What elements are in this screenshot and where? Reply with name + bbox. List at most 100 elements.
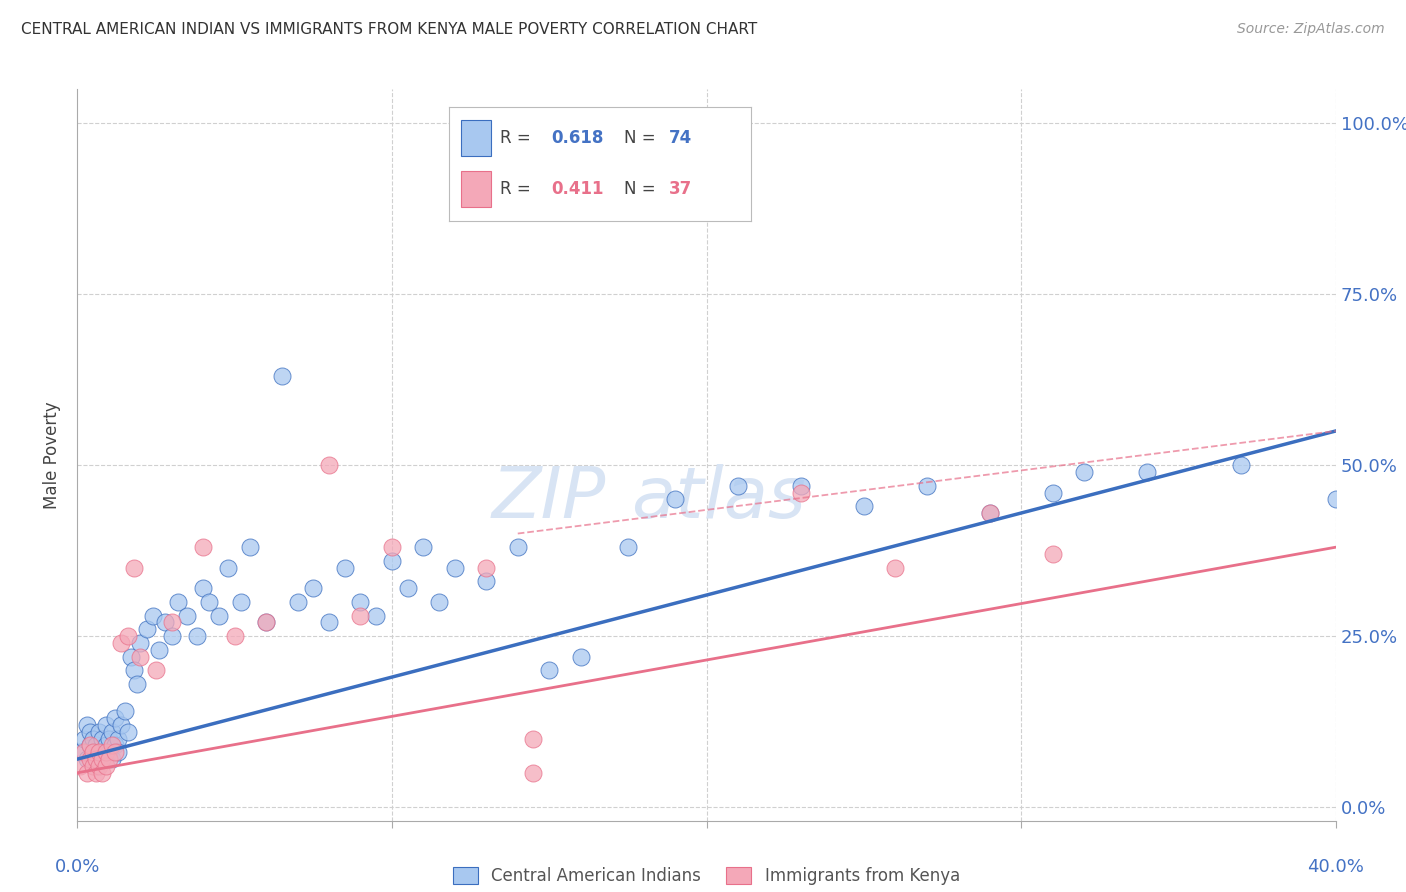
Point — [69, 759, 91, 773]
Point — [148, 642, 170, 657]
Point — [538, 663, 561, 677]
Point — [94, 718, 117, 732]
Point — [82, 731, 104, 746]
Point — [107, 745, 129, 759]
Point — [270, 369, 292, 384]
Point — [76, 765, 98, 780]
Point — [84, 765, 107, 780]
Point — [366, 608, 388, 623]
Point — [349, 608, 371, 623]
Point — [217, 560, 239, 574]
Point — [142, 608, 165, 623]
Point — [287, 595, 309, 609]
Point — [145, 663, 167, 677]
Point — [91, 752, 114, 766]
Point — [79, 724, 101, 739]
Point — [117, 724, 139, 739]
Point — [127, 677, 149, 691]
Point — [349, 595, 371, 609]
Point — [790, 485, 813, 500]
Text: 0.0%: 0.0% — [55, 858, 100, 876]
Point — [110, 636, 132, 650]
Point — [396, 581, 419, 595]
Point — [82, 745, 104, 759]
Point — [852, 499, 875, 513]
Point — [72, 745, 94, 759]
Point — [522, 731, 544, 746]
Point — [1230, 458, 1253, 472]
Point — [664, 492, 686, 507]
Point — [254, 615, 277, 630]
Point — [117, 629, 139, 643]
Point — [72, 731, 94, 746]
Point — [186, 629, 208, 643]
Point — [522, 765, 544, 780]
Point — [120, 649, 142, 664]
Point — [1042, 485, 1064, 500]
Point — [176, 608, 198, 623]
Point — [381, 540, 404, 554]
Point — [254, 615, 277, 630]
Point — [107, 731, 129, 746]
Point — [1073, 465, 1095, 479]
Point — [79, 739, 101, 753]
Point — [160, 629, 183, 643]
Text: 40.0%: 40.0% — [1308, 858, 1364, 876]
Point — [101, 752, 124, 766]
Point — [884, 560, 907, 574]
Point — [94, 745, 117, 759]
Point — [444, 560, 467, 574]
Point — [1042, 547, 1064, 561]
Point — [167, 595, 190, 609]
Point — [129, 649, 152, 664]
Point — [915, 478, 938, 492]
Point — [160, 615, 183, 630]
Point — [727, 478, 749, 492]
Point — [84, 739, 107, 753]
Text: Source: ZipAtlas.com: Source: ZipAtlas.com — [1237, 22, 1385, 37]
Point — [569, 649, 592, 664]
Point — [91, 765, 114, 780]
Point — [104, 711, 127, 725]
Point — [91, 752, 114, 766]
Point — [110, 718, 132, 732]
Point — [101, 724, 124, 739]
Point — [97, 752, 120, 766]
Text: ZIP: ZIP — [492, 465, 606, 533]
Point — [191, 540, 215, 554]
Y-axis label: Male Poverty: Male Poverty — [44, 401, 62, 508]
Point — [129, 636, 152, 650]
Point — [318, 615, 340, 630]
Point — [790, 478, 813, 492]
Point — [84, 759, 107, 773]
Point — [82, 745, 104, 759]
Point — [89, 745, 111, 759]
Point — [79, 739, 101, 753]
Point — [97, 731, 120, 746]
Point — [94, 739, 117, 753]
Point — [97, 745, 120, 759]
Point — [381, 554, 404, 568]
Point — [104, 739, 127, 753]
Point — [122, 560, 145, 574]
Point — [82, 759, 104, 773]
Legend: Central American Indians, Immigrants from Kenya: Central American Indians, Immigrants fro… — [453, 867, 960, 886]
Point — [91, 731, 114, 746]
Point — [94, 759, 117, 773]
Point — [198, 595, 221, 609]
Point — [122, 663, 145, 677]
Text: atlas: atlas — [631, 465, 806, 533]
Point — [69, 745, 91, 759]
Point — [224, 629, 246, 643]
Point — [302, 581, 325, 595]
Point — [76, 752, 98, 766]
Point — [979, 506, 1001, 520]
Point — [412, 540, 434, 554]
Point — [1136, 465, 1159, 479]
Point — [114, 704, 136, 718]
Point — [89, 745, 111, 759]
Point — [191, 581, 215, 595]
Point — [979, 506, 1001, 520]
Text: CENTRAL AMERICAN INDIAN VS IMMIGRANTS FROM KENYA MALE POVERTY CORRELATION CHART: CENTRAL AMERICAN INDIAN VS IMMIGRANTS FR… — [21, 22, 758, 37]
Point — [506, 540, 529, 554]
